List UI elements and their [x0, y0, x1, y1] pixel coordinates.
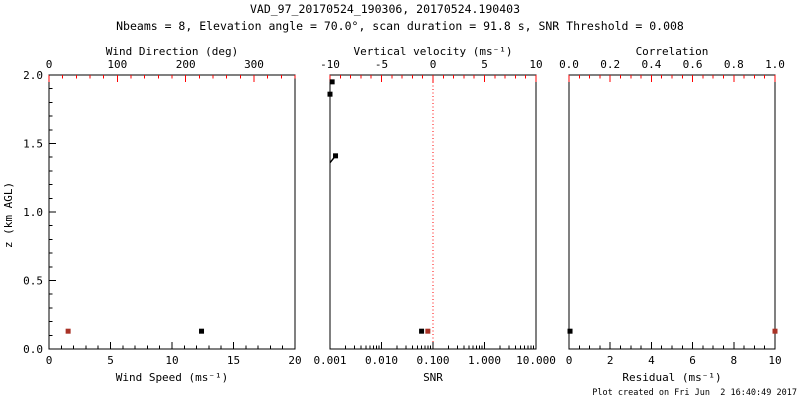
x-tick-label: 1.000	[468, 354, 501, 367]
y-axis-title: z (km AGL)	[2, 182, 15, 248]
top-tick-label: 0.4	[641, 58, 661, 71]
x-tick-label: 10.000	[516, 354, 556, 367]
panel-snr: 0.001 0.010 0.100 1.000 10.000 SNR -10 -5 0 5 10 Ve…	[313, 45, 555, 384]
x-tick-label: 20	[288, 354, 301, 367]
y-tick-label: 2.0	[23, 69, 43, 82]
top-tick-label: 0.6	[683, 58, 703, 71]
plot-subtitle: Nbeams = 8, Elevation angle = 70.0°, sca…	[116, 19, 684, 33]
residual-point	[567, 328, 573, 334]
top-tick-label: 0	[46, 58, 53, 71]
top-tick-label: 0.0	[559, 58, 579, 71]
y-tick-label: 0.0	[23, 343, 43, 356]
x-tick-label: 10	[768, 354, 781, 367]
snr-point	[327, 91, 333, 97]
top-tick-label: 0.8	[724, 58, 744, 71]
bottom-axis-title: Wind Speed (ms⁻¹)	[116, 371, 229, 384]
x-tick-label: 0	[46, 354, 53, 367]
x-tick-label: 2	[607, 354, 614, 367]
top-tick-label: -5	[375, 58, 388, 71]
x-tick-label: 6	[689, 354, 696, 367]
panel-frame	[568, 74, 776, 350]
plot-title: VAD_97_20170524_190306, 20170524.190403	[250, 2, 520, 16]
x-tick-label: 15	[227, 354, 240, 367]
correlation-point	[772, 328, 778, 334]
plot-footer: Plot created on Fri Jun 2 16:40:49 2017	[592, 388, 797, 398]
top-tick-label: 0.2	[600, 58, 620, 71]
x-tick-label: 0.100	[416, 354, 449, 367]
vertical-velocity-point	[425, 328, 431, 334]
y-tick-label: 1.0	[23, 206, 43, 219]
top-axis-title: Correlation	[636, 45, 709, 58]
snr-point	[329, 79, 335, 85]
top-tick-label: 0	[430, 58, 437, 71]
x-tick-label: 0	[566, 354, 573, 367]
top-axis-title: Vertical velocity (ms⁻¹)	[354, 45, 513, 58]
panel-wind: 0 5 10 15 20 Wind Speed (ms⁻¹) 0 100 200 300 Wind …	[23, 45, 302, 384]
top-tick-label: 5	[481, 58, 488, 71]
y-tick-label: 1.5	[23, 138, 43, 151]
panel-frame	[48, 74, 296, 350]
panel-residual: 0 2 4 6 8 10 Residual (ms⁻¹) 0.0 0.2 0.4 0.6 0.8 1.0…	[559, 45, 785, 384]
x-tick-label: 4	[648, 354, 655, 367]
wind-speed-point	[199, 328, 205, 334]
bottom-axis-title: SNR	[423, 371, 443, 384]
top-tick-label: 1.0	[765, 58, 785, 71]
top-tick-label: -10	[320, 58, 340, 71]
top-axis-title: Wind Direction (deg)	[106, 45, 238, 58]
top-tick-label: 100	[107, 58, 127, 71]
x-tick-label: 0.010	[365, 354, 398, 367]
x-tick-label: 8	[730, 354, 737, 367]
top-tick-label: 200	[176, 58, 196, 71]
x-tick-label: 10	[165, 354, 178, 367]
x-tick-label: 5	[107, 354, 114, 367]
top-tick-label: 300	[244, 58, 264, 71]
top-tick-label: 10	[529, 58, 542, 71]
x-tick-label: 0.001	[313, 354, 346, 367]
y-tick-label: 0.5	[23, 275, 43, 288]
snr-point	[333, 153, 339, 159]
bottom-axis-title: Residual (ms⁻¹)	[622, 371, 721, 384]
wind-direction-point	[65, 328, 71, 334]
snr-point	[419, 328, 425, 334]
